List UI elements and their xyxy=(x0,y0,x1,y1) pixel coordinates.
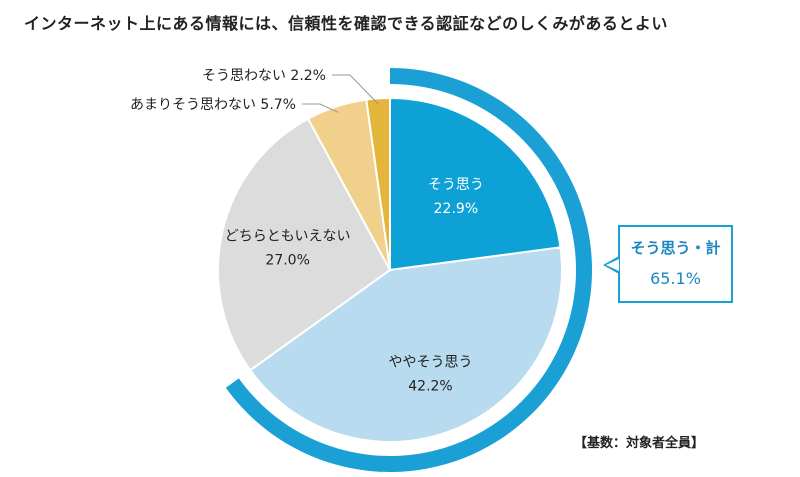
slice-outside-label: あまりそう思わない 5.7% xyxy=(130,97,296,113)
callout-value: 65.1% xyxy=(650,269,701,288)
callout-label: そう思う・計 xyxy=(630,239,721,257)
slice-sou-omou xyxy=(389,96,562,272)
leader-line xyxy=(332,74,379,105)
slice-value-label: 42.2% xyxy=(408,378,452,394)
slice-value-label: 27.0% xyxy=(265,252,309,268)
slice-label: そう思う xyxy=(428,177,484,193)
slice-value-label: 22.9% xyxy=(434,201,478,217)
leader-line xyxy=(302,103,339,113)
slice-outside-label: そう思わない 2.2% xyxy=(202,68,326,84)
total-callout: そう思う・計 65.1% xyxy=(618,225,733,303)
slice-label: どちらともいえない xyxy=(225,228,351,244)
slice-sou-omowanai xyxy=(365,96,391,271)
slice-label: ややそう思う xyxy=(388,354,472,370)
slice-dochira-tomo xyxy=(217,117,392,372)
chart-title: インターネット上にある情報には、信頼性を確認できる認証などのしくみがあるとよい xyxy=(24,14,668,33)
slice-yaya-sou-omou xyxy=(248,246,563,443)
callout-pointer-inner xyxy=(606,259,619,271)
base-note: 【基数：対象者全員】 xyxy=(574,436,705,451)
